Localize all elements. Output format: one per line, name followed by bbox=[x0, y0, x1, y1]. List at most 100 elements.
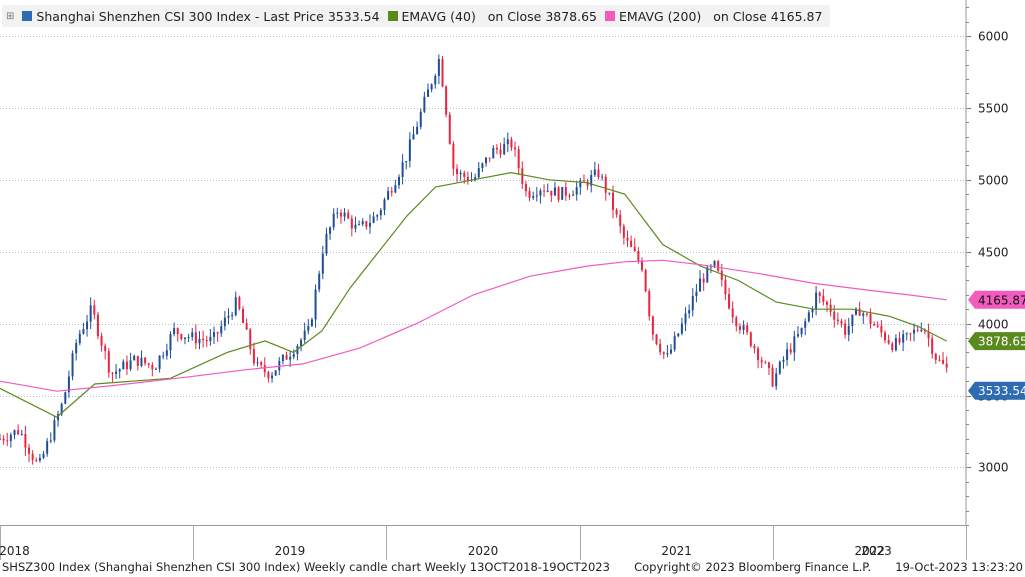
candle-body bbox=[274, 370, 277, 376]
candle-body bbox=[187, 337, 190, 339]
candle-body bbox=[880, 325, 883, 333]
candle-body bbox=[503, 144, 506, 155]
tag-ema200-label: 4165.87 bbox=[978, 293, 1025, 307]
candle-body bbox=[213, 332, 216, 337]
candle-body bbox=[561, 187, 564, 200]
candle-body bbox=[869, 313, 872, 324]
candle-body bbox=[673, 336, 676, 350]
series-lines bbox=[0, 171, 947, 418]
candle-body bbox=[260, 362, 263, 366]
candle-body bbox=[593, 169, 596, 175]
candle-body bbox=[934, 353, 937, 360]
candle-body bbox=[789, 349, 792, 353]
candle-body bbox=[923, 330, 926, 332]
candle-body bbox=[245, 322, 248, 330]
candle-body bbox=[913, 329, 916, 334]
candle-body bbox=[851, 314, 854, 327]
candle-body bbox=[339, 212, 342, 217]
candle-body bbox=[437, 59, 440, 77]
candle-body bbox=[855, 308, 858, 315]
candle-body bbox=[717, 260, 720, 271]
candle-body bbox=[463, 172, 466, 177]
candle-body bbox=[630, 240, 633, 247]
candle-body bbox=[0, 438, 1, 440]
candle-body bbox=[71, 353, 74, 377]
legend-grip-icon[interactable]: ⊞ bbox=[6, 10, 15, 22]
candle-body bbox=[202, 338, 205, 341]
candle-body bbox=[158, 355, 161, 369]
ema40-line bbox=[0, 171, 947, 418]
x-tick-label: 2020 bbox=[468, 544, 499, 558]
candle-body bbox=[271, 375, 274, 379]
candle-body bbox=[535, 195, 538, 197]
candle-body bbox=[372, 216, 375, 223]
candle-body bbox=[231, 315, 234, 317]
candle-body bbox=[93, 305, 96, 315]
candle-body bbox=[441, 59, 444, 87]
candle-body bbox=[430, 84, 433, 90]
candle-body bbox=[818, 292, 821, 296]
legend-swatch-price bbox=[22, 11, 33, 21]
ema200-line bbox=[0, 259, 947, 392]
candle-body bbox=[811, 308, 814, 313]
candle-body bbox=[89, 305, 92, 322]
candle-body bbox=[916, 329, 919, 331]
candle-body bbox=[401, 162, 404, 177]
candle-body bbox=[655, 334, 658, 344]
candle-body bbox=[858, 308, 861, 316]
candle-body bbox=[151, 364, 154, 370]
candle-body bbox=[898, 338, 901, 343]
candle-body bbox=[514, 147, 517, 150]
candle-body bbox=[528, 191, 531, 198]
candle-body bbox=[651, 316, 654, 335]
candle-body bbox=[499, 149, 502, 155]
candle-body bbox=[13, 430, 16, 435]
candle-body bbox=[680, 323, 683, 334]
candle-body bbox=[474, 177, 477, 180]
footer: SHSZ300 Index (Shanghai Shenzhen CSI 300… bbox=[2, 560, 1023, 574]
candle-body bbox=[894, 338, 897, 351]
candle-body bbox=[786, 349, 789, 360]
candle-body bbox=[321, 253, 324, 274]
candle-body bbox=[517, 149, 520, 169]
candle-body bbox=[829, 304, 832, 312]
candle-body bbox=[760, 360, 763, 363]
candle-body bbox=[183, 337, 186, 340]
candle-body bbox=[198, 338, 201, 344]
candle-body bbox=[329, 227, 332, 234]
candle-body bbox=[256, 362, 259, 364]
candle-body bbox=[227, 315, 230, 318]
candle-body bbox=[307, 325, 310, 331]
candle-body bbox=[49, 440, 52, 442]
legend-swatch-ema40 bbox=[387, 11, 398, 21]
candle-body bbox=[492, 147, 495, 159]
candle-body bbox=[332, 213, 335, 228]
legend-ema40-label: EMAVG (40) on Close 3878.65 bbox=[401, 8, 598, 24]
candle-body bbox=[844, 323, 847, 335]
candle-body bbox=[927, 331, 930, 339]
x-tick-label: 2021 bbox=[661, 544, 692, 558]
candle-body bbox=[223, 317, 226, 327]
candle-body bbox=[495, 147, 498, 150]
candle-body bbox=[434, 76, 437, 85]
candle-body bbox=[611, 192, 614, 210]
candle-body bbox=[129, 360, 132, 370]
candle-body bbox=[24, 434, 27, 448]
legend: ⊞ Shanghai Shenzhen CSI 300 Index - Last… bbox=[2, 5, 831, 27]
footer-copyright: Copyright© 2023 Bloomberg Finance L.P. bbox=[634, 560, 872, 574]
candle-body bbox=[303, 330, 306, 340]
candle-body bbox=[289, 356, 292, 360]
candle-body bbox=[862, 313, 865, 316]
candle-body bbox=[310, 319, 313, 326]
candle-body bbox=[713, 260, 716, 267]
candle-body bbox=[387, 191, 390, 200]
candle-body bbox=[35, 459, 38, 461]
y-tick-label: 6000 bbox=[978, 30, 1009, 44]
candle-body bbox=[64, 392, 67, 404]
candle-body bbox=[822, 295, 825, 302]
candle-body bbox=[300, 339, 303, 346]
candle-body bbox=[405, 160, 408, 163]
candle-body bbox=[945, 363, 948, 368]
candle-body bbox=[706, 267, 709, 283]
candle-body bbox=[720, 270, 723, 280]
